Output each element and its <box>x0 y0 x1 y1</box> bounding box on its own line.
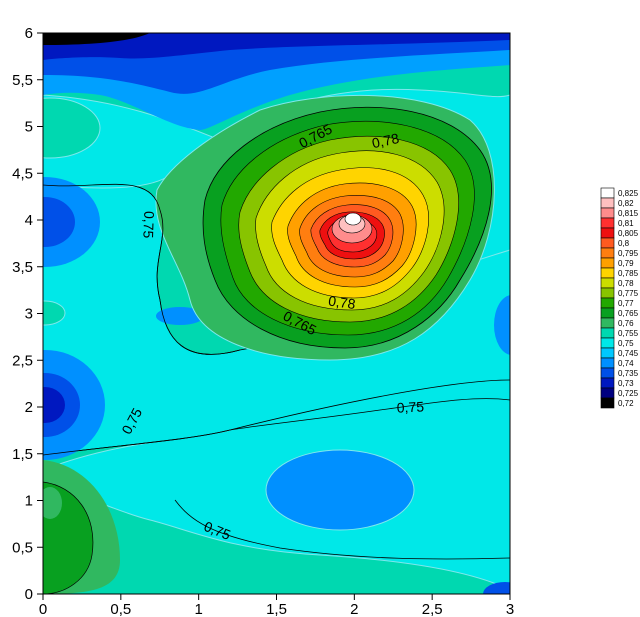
legend-swatch <box>600 257 615 269</box>
legend-label: 0,74 <box>618 359 634 368</box>
legend-label: 0,795 <box>618 249 639 258</box>
field-top-navy <box>43 33 510 60</box>
legend-label: 0,815 <box>618 209 639 218</box>
legend-label: 0,78 <box>618 279 634 288</box>
axes: 0 0,5 1 1,5 2 2,5 3 0 0,5 1 1,5 2 2,5 3 3,5 4 4,5 5 5,5 6 <box>12 25 514 617</box>
contour-label: 0,78 <box>327 292 356 312</box>
y-tick-label: 6 <box>25 25 33 42</box>
isoline-075-bottom <box>174 499 510 560</box>
legend-swatch <box>600 337 615 349</box>
legend-label: 0,76 <box>618 319 634 328</box>
legend-swatch <box>600 287 615 299</box>
y-tick-label: 0 <box>25 586 33 603</box>
x-tick-label: 1,5 <box>266 601 287 617</box>
contour-label: 0,78 <box>370 130 400 151</box>
legend-label: 0,8 <box>618 239 630 248</box>
legend-label: 0,825 <box>618 189 639 198</box>
x-tick-label: 3 <box>506 601 514 617</box>
contour-label-group: 0,75 <box>140 211 157 239</box>
contour-label-group: 0,75 <box>396 398 424 415</box>
legend-swatch <box>600 297 615 309</box>
spot-right-3 <box>494 295 510 355</box>
legend-swatch <box>600 357 615 369</box>
plot-area <box>43 33 510 594</box>
lobe-left-4-core <box>43 197 75 247</box>
legend-swatch <box>600 227 615 239</box>
y-tick-label: 4,5 <box>12 165 33 182</box>
isoline-075-left <box>43 183 241 355</box>
legend-swatch <box>600 307 615 319</box>
y-tick-label: 2 <box>25 399 33 416</box>
x-tick-label: 0,5 <box>110 601 131 617</box>
legend-label: 0,79 <box>618 259 634 268</box>
y-tick-label: 4 <box>25 212 33 229</box>
legend-label: 0,82 <box>618 199 634 208</box>
lobe-left-2-core <box>43 387 65 423</box>
legend-swatch <box>600 197 615 209</box>
y-tick-label: 3,5 <box>12 259 33 276</box>
legend-label: 0,765 <box>618 309 639 318</box>
contour-label-group: 0,78 <box>327 292 356 312</box>
y-tick-label: 5,5 <box>12 72 33 89</box>
lobe-left-3 <box>43 300 66 326</box>
legend-swatch <box>600 377 615 389</box>
legend-label: 0,72 <box>618 399 634 408</box>
bottom-right-spot <box>483 582 510 594</box>
legend-label: 0,745 <box>618 349 639 358</box>
legend-label: 0,805 <box>618 229 639 238</box>
legend-swatch <box>600 397 615 409</box>
legend-swatch <box>600 207 615 219</box>
dome <box>155 94 495 361</box>
legend-swatch <box>600 387 615 399</box>
y-tick-label: 3 <box>25 306 33 323</box>
y-tick-label: 2,5 <box>12 352 33 369</box>
legend-swatch <box>600 267 615 279</box>
contour-label: 0,75 <box>396 398 424 415</box>
lobe-left-5 <box>43 97 101 159</box>
legend-swatch <box>600 217 615 229</box>
legend-label: 0,75 <box>618 339 634 348</box>
legend-swatch <box>600 327 615 339</box>
y-tick-label: 1 <box>25 493 33 510</box>
legend-swatch <box>600 367 615 379</box>
peak-lower-left-top <box>43 487 62 519</box>
minimum-lower <box>265 449 415 531</box>
legend-label: 0,785 <box>618 269 639 278</box>
y-tick-label: 1,5 <box>12 446 33 463</box>
x-tick-label: 1 <box>194 601 202 617</box>
field-top-black <box>43 33 150 45</box>
x-tick-label: 2,5 <box>422 601 443 617</box>
legend-label: 0,77 <box>618 299 634 308</box>
legend-swatch <box>600 347 615 359</box>
legend-label: 0,755 <box>618 329 639 338</box>
y-tick-label: 5 <box>25 119 33 136</box>
y-tick-label: 0,5 <box>12 539 33 556</box>
x-tick-label: 0 <box>39 601 47 617</box>
legend: 0,8250,820,8150,810,8050,80,7950,790,785… <box>600 187 639 409</box>
legend-swatch <box>600 277 615 289</box>
legend-label: 0,735 <box>618 369 639 378</box>
legend-label: 0,81 <box>618 219 634 228</box>
contour-label: 0,75 <box>140 211 157 239</box>
x-tick-label: 2 <box>350 601 358 617</box>
legend-label: 0,775 <box>618 289 639 298</box>
isoline-075-lower <box>43 379 510 456</box>
legend-label: 0,73 <box>618 379 634 388</box>
legend-label: 0,725 <box>618 389 639 398</box>
legend-swatch <box>600 237 615 249</box>
contour-label-group: 0,78 <box>370 130 400 151</box>
legend-swatch <box>600 247 615 259</box>
legend-swatch <box>600 317 615 329</box>
legend-swatch <box>600 187 615 199</box>
spot-3-blue <box>156 307 204 325</box>
